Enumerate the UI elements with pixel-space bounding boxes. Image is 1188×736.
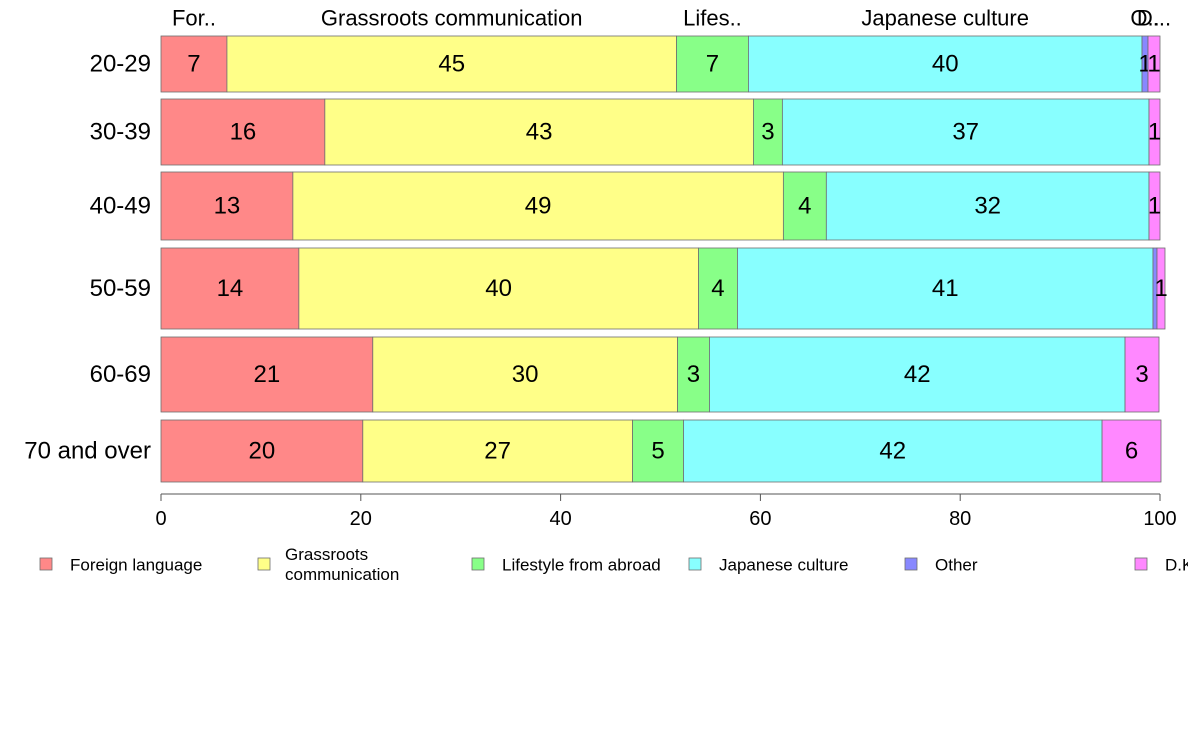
bar-segment [298, 247, 699, 330]
top-segment-label: Lifes.. [683, 6, 742, 31]
bar-segment [226, 35, 677, 93]
category-label: 20-29 [90, 51, 151, 78]
legend-swatch [904, 557, 918, 571]
legend-swatch [688, 557, 702, 571]
data-label: 3 [1135, 361, 1148, 388]
top-segment-label: For.. [172, 6, 216, 31]
legend-swatch [1134, 557, 1148, 571]
data-label: 30 [512, 361, 539, 388]
legend-label: Foreign language [70, 556, 202, 575]
bar-segment [782, 171, 827, 241]
bar-segment [1124, 336, 1160, 413]
bar-segment [1147, 35, 1161, 93]
top-segment-label: D... [1137, 6, 1171, 31]
data-label: 27 [484, 438, 511, 465]
legend-label: Lifestyle from abroad [502, 556, 661, 575]
bar-segment [160, 247, 300, 330]
data-label: 4 [798, 193, 811, 220]
data-label: 49 [525, 193, 552, 220]
data-label: 20 [249, 438, 276, 465]
legend-label: D.K. [1165, 556, 1188, 575]
bar-segment [698, 247, 738, 330]
data-label: 5 [651, 438, 664, 465]
bar-segment [748, 35, 1143, 93]
data-label: 7 [187, 51, 200, 78]
x-tick-label: 40 [549, 508, 571, 530]
bar-segment [362, 419, 633, 483]
data-label: 1 [1147, 51, 1160, 78]
bar-segment [676, 35, 749, 93]
bar-segment [677, 336, 710, 413]
bar-segment [324, 98, 754, 166]
data-label: 40 [485, 275, 512, 302]
data-label: 3 [687, 361, 700, 388]
legend-swatch [471, 557, 485, 571]
category-label: 30-39 [90, 119, 151, 146]
bar-segment [160, 35, 228, 93]
legend-label: Japanese culture [719, 556, 848, 575]
data-label: 42 [904, 361, 931, 388]
bar-segment [160, 171, 294, 241]
legend: Foreign language Grassroots communication L… [39, 545, 1188, 584]
bar-segment [1101, 419, 1162, 483]
data-label: 42 [879, 438, 906, 465]
bar-segment [737, 247, 1154, 330]
legend-label: Grassroots communication [285, 545, 399, 584]
data-label: 1 [1154, 275, 1167, 302]
legend-label: Other [935, 556, 978, 575]
category-label: 40-49 [90, 193, 151, 220]
bar-segment [825, 171, 1150, 241]
bar-segment [753, 98, 783, 166]
data-label: 6 [1125, 438, 1138, 465]
bar-segment [160, 419, 364, 483]
x-tick-label: 80 [949, 508, 971, 530]
bar-segment [372, 336, 678, 413]
data-label: 41 [932, 275, 959, 302]
top-segment-label: Grassroots communication [321, 6, 583, 31]
category-label: 50-59 [90, 275, 151, 302]
data-label: 45 [438, 51, 465, 78]
data-label: 21 [254, 361, 281, 388]
data-label: 13 [214, 193, 241, 220]
x-tick-label: 0 [155, 508, 166, 530]
legend-label-line: communication [285, 565, 399, 584]
category-label: 60-69 [90, 361, 151, 388]
data-label: 7 [706, 51, 719, 78]
legend-swatch [257, 557, 271, 571]
top-segment-label: Japanese culture [861, 6, 1029, 31]
data-label: 3 [761, 119, 774, 146]
bar-segment [683, 419, 1103, 483]
bar-segment [292, 171, 784, 241]
bar-segment [781, 98, 1150, 166]
data-label: 16 [230, 119, 257, 146]
data-label: 40 [932, 51, 959, 78]
legend-label-line: Grassroots [285, 545, 368, 564]
top-segment-label: O.. [1130, 6, 1159, 31]
category-label: 70 and over [24, 438, 151, 465]
bar-segment [632, 419, 684, 483]
top-segment-labels: For.. Grassroots communication Lifes.. Japa… [172, 6, 1171, 31]
data-label: 14 [217, 275, 244, 302]
bar-segment [1148, 171, 1161, 241]
data-label: 32 [974, 193, 1001, 220]
data-label: 37 [952, 119, 979, 146]
data-label: 1 [1148, 193, 1161, 220]
data-label: 4 [711, 275, 724, 302]
legend-swatch [39, 557, 53, 571]
bar-segment [1148, 98, 1161, 166]
data-label: 1 [1148, 119, 1161, 146]
x-tick-label: 100 [1143, 508, 1176, 530]
bar-segment [1156, 247, 1166, 330]
data-label: 43 [526, 119, 553, 146]
x-tick-label: 20 [350, 508, 372, 530]
x-axis: 0 20 40 60 80 100 [155, 493, 1177, 530]
x-tick-label: 60 [749, 508, 771, 530]
